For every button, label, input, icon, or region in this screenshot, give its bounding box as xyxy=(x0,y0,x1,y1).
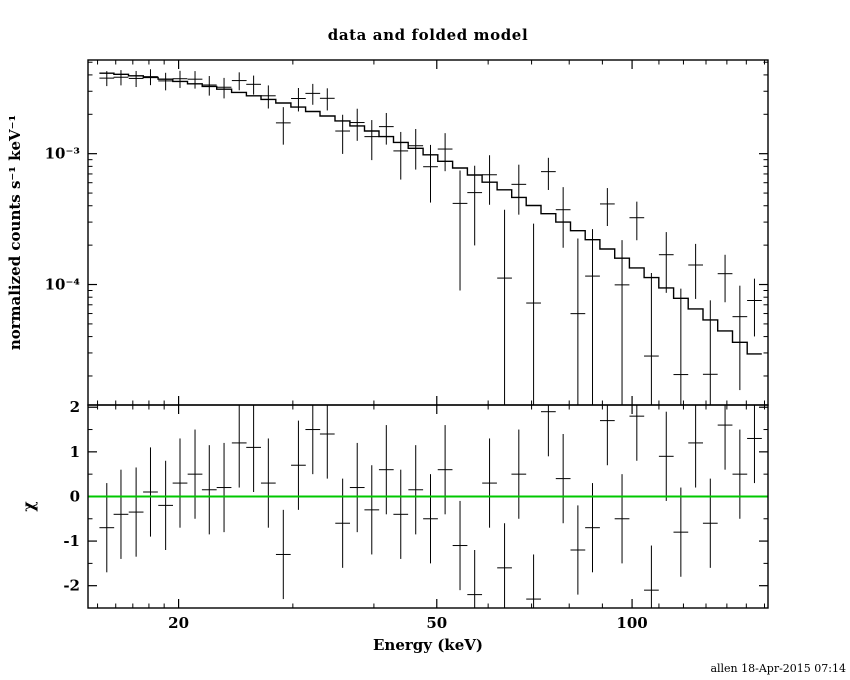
data-points xyxy=(99,69,762,405)
y-tick-label-bottom: -2 xyxy=(63,577,80,595)
y-axis-label-bottom: χ xyxy=(19,501,38,512)
axis-ticks xyxy=(88,60,768,608)
x-tick-label: 20 xyxy=(168,614,189,632)
bottom-panel-frame xyxy=(87,404,769,609)
x-tick-label: 100 xyxy=(616,614,647,632)
y-tick-label-bottom: 1 xyxy=(70,443,80,461)
model-line xyxy=(99,72,762,355)
y-tick-label-bottom: 2 xyxy=(70,398,80,416)
y-tick-label-top: 10⁻⁴ xyxy=(45,276,81,294)
timestamp-label: allen 18-Apr-2015 07:14 xyxy=(710,662,846,675)
x-tick-label: 50 xyxy=(426,614,447,632)
y-axis-label-top: normalized counts s⁻¹ keV⁻¹ xyxy=(6,115,24,350)
plot-title: data and folded model xyxy=(327,26,529,44)
y-tick-label-bottom: -1 xyxy=(63,532,80,550)
y-tick-label-top: 10⁻³ xyxy=(45,145,80,163)
residual-points xyxy=(99,405,762,608)
x-axis-label: Energy (keV) xyxy=(373,636,483,654)
y-tick-label-bottom: 0 xyxy=(70,487,80,505)
